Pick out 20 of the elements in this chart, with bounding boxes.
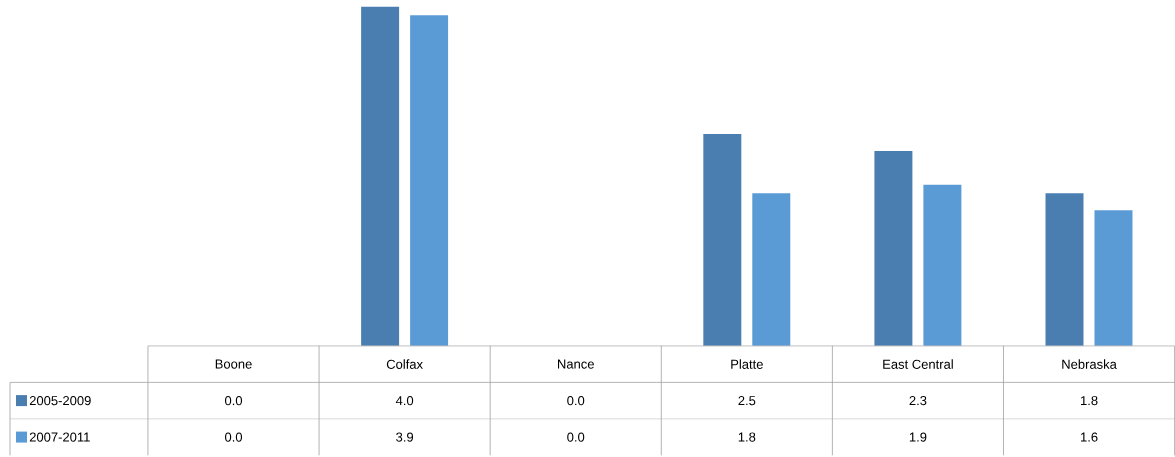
data-label: 0.0 <box>567 432 585 442</box>
legend-label: 2005-2009 <box>29 396 91 406</box>
x-tick-label: Platte <box>731 359 763 369</box>
data-label: 2.3 <box>909 396 927 406</box>
x-tick-label: Colfax <box>386 359 423 369</box>
data-label: 0.0 <box>567 396 585 406</box>
data-label: 0.0 <box>224 396 243 406</box>
x-tick-label: Boone <box>215 359 252 369</box>
data-label: 1.6 <box>1081 432 1098 442</box>
data-label: 1.8 <box>1081 396 1098 406</box>
data-label: 0.0 <box>224 432 243 442</box>
data-label: 4.0 <box>395 396 414 406</box>
x-tick-label: Nebraska <box>1062 359 1117 369</box>
data-label: 1.8 <box>738 432 756 442</box>
legend-label: 2007-2011 <box>29 432 90 442</box>
data-label: 1.9 <box>909 432 927 442</box>
x-tick-label: East Central <box>883 359 953 369</box>
data-label: 3.9 <box>396 432 414 442</box>
data-label: 2.5 <box>738 396 756 406</box>
x-tick-label: Nance <box>558 359 594 369</box>
